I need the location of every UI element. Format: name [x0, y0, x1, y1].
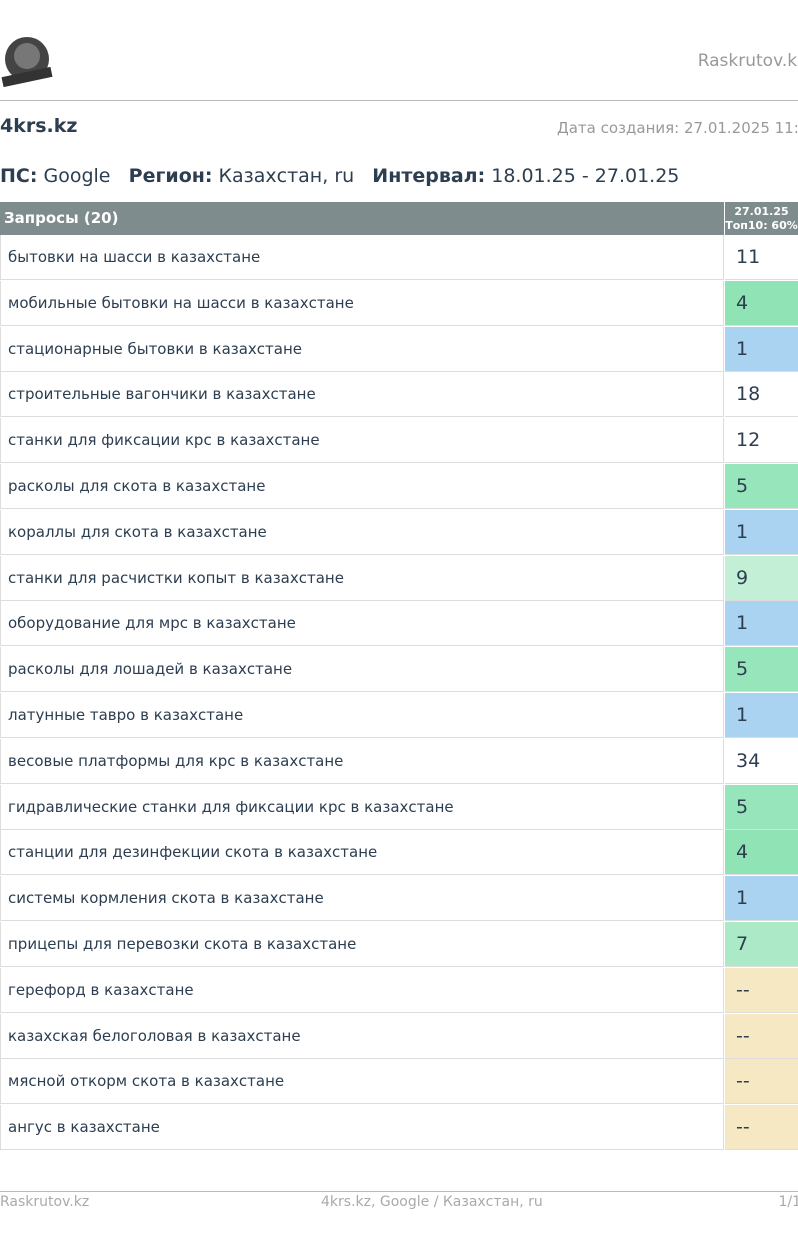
table-row: весовые платформы для крс в казахстане 34 [0, 738, 798, 785]
query: расколы для скота в казахстане [0, 464, 724, 509]
footer-rule [0, 1191, 798, 1192]
position: 1 [725, 509, 798, 555]
query: латунные тавро в казахстане [0, 693, 724, 738]
table-row: станки для фиксации крс в казахстане 12 [0, 418, 798, 464]
position: -- [725, 1105, 798, 1151]
table-row: расколы для лошадей в казахстане 5 [0, 647, 798, 693]
query: ангус в казахстане [0, 1105, 724, 1151]
top10: Топ10: 60% [725, 219, 798, 232]
query: гидравлические станки для фиксации крс в… [0, 784, 724, 830]
interval-label: Интервал: [372, 165, 486, 187]
footer-right: 1/1 [778, 1194, 798, 1210]
region-label: Регион: [128, 165, 213, 187]
position: 5 [725, 464, 798, 509]
query: станции для дезинфекции скота в казахста… [0, 830, 724, 876]
query: герефорд в казахстане [0, 967, 724, 1013]
project-title: 4krs.kz [0, 115, 78, 137]
query: станки для фиксации крс в казахстане [0, 418, 724, 464]
query: мобильные бытовки на шасси в казахстане [0, 280, 724, 326]
table-row: системы кормления скота в казахстане 1 [0, 876, 798, 922]
position: 34 [725, 738, 798, 784]
position: 4 [725, 830, 798, 876]
params: ПС: Google Регион: Казахстан, ru Интерва… [0, 165, 679, 187]
position: 1 [725, 693, 798, 738]
position: 9 [725, 555, 798, 601]
table-row: ангус в казахстане -- [0, 1105, 798, 1151]
table-row: строительные вагончики в казахстане 18 [0, 372, 798, 418]
query: стационарные бытовки в казахстане [0, 326, 724, 372]
query: системы кормления скота в казахстане [0, 876, 724, 922]
table-row: казахская белоголовая в казахстане -- [0, 1013, 798, 1060]
position: 5 [725, 647, 798, 693]
table-row: бытовки на шасси в казахстане 11 [0, 235, 798, 281]
position: 4 [725, 280, 798, 326]
header-rule [0, 100, 798, 101]
table-row: мобильные бытовки на шасси в казахстане 4 [0, 280, 798, 327]
table-row: герефорд в казахстане -- [0, 967, 798, 1014]
query: строительные вагончики в казахстане [0, 372, 724, 418]
date-header: 27.01.25 Топ10: 60% [725, 202, 798, 235]
query: расколы для лошадей в казахстане [0, 647, 724, 693]
header-site: Raskrutov.kz [697, 51, 798, 71]
position: 7 [725, 922, 798, 967]
position: -- [725, 1059, 798, 1105]
position: 1 [725, 326, 798, 372]
table-row: латунные тавро в казахстане 1 [0, 693, 798, 739]
table-row: стационарные бытовки в казахстане 1 [0, 326, 798, 373]
table-row: оборудование для мрс в казахстане 1 [0, 601, 798, 647]
footer-left: Raskrutov.kz [0, 1194, 90, 1210]
position: 5 [725, 784, 798, 830]
position: 11 [725, 235, 798, 280]
created-date: Дата создания: 27.01.2025 11:44 [557, 119, 798, 137]
position: 1 [725, 876, 798, 922]
engine-label: ПС: [0, 165, 38, 187]
position: 1 [725, 601, 798, 647]
interval: 18.01.25 - 27.01.25 [491, 165, 680, 187]
table-row: кораллы для скота в казахстане 1 [0, 509, 798, 556]
table-row: станции для дезинфекции скота в казахста… [0, 830, 798, 876]
engine: Google [43, 165, 111, 187]
date: 27.01.25 [734, 205, 789, 218]
footer-center: 4krs.kz, Google / Казахстан, ru [321, 1194, 543, 1210]
logo [1, 37, 53, 88]
query: оборудование для мрс в казахстане [0, 601, 724, 647]
query: кораллы для скота в казахстане [0, 509, 724, 555]
table-row: расколы для скота в казахстане 5 [0, 464, 798, 510]
table-row: мясной откорм скота в казахстане -- [0, 1059, 798, 1105]
query: прицепы для перевозки скота в казахстане [0, 922, 724, 967]
position: -- [725, 967, 798, 1013]
query: бытовки на шасси в казахстане [0, 235, 724, 280]
query: станки для расчистки копыт в казахстане [0, 555, 724, 601]
query-header: Запросы (20) [0, 202, 724, 235]
query: весовые платформы для крс в казахстане [0, 738, 724, 784]
region: Казахстан, ru [218, 165, 355, 187]
query: казахская белоголовая в казахстане [0, 1013, 724, 1059]
position: 12 [725, 418, 798, 464]
table-row: гидравлические станки для фиксации крс в… [0, 784, 798, 831]
position: 18 [725, 372, 798, 418]
query: мясной откорм скота в казахстане [0, 1059, 724, 1105]
table-row: станки для расчистки копыт в казахстане 9 [0, 555, 798, 602]
position: -- [725, 1013, 798, 1059]
table-row: прицепы для перевозки скота в казахстане… [0, 922, 798, 968]
